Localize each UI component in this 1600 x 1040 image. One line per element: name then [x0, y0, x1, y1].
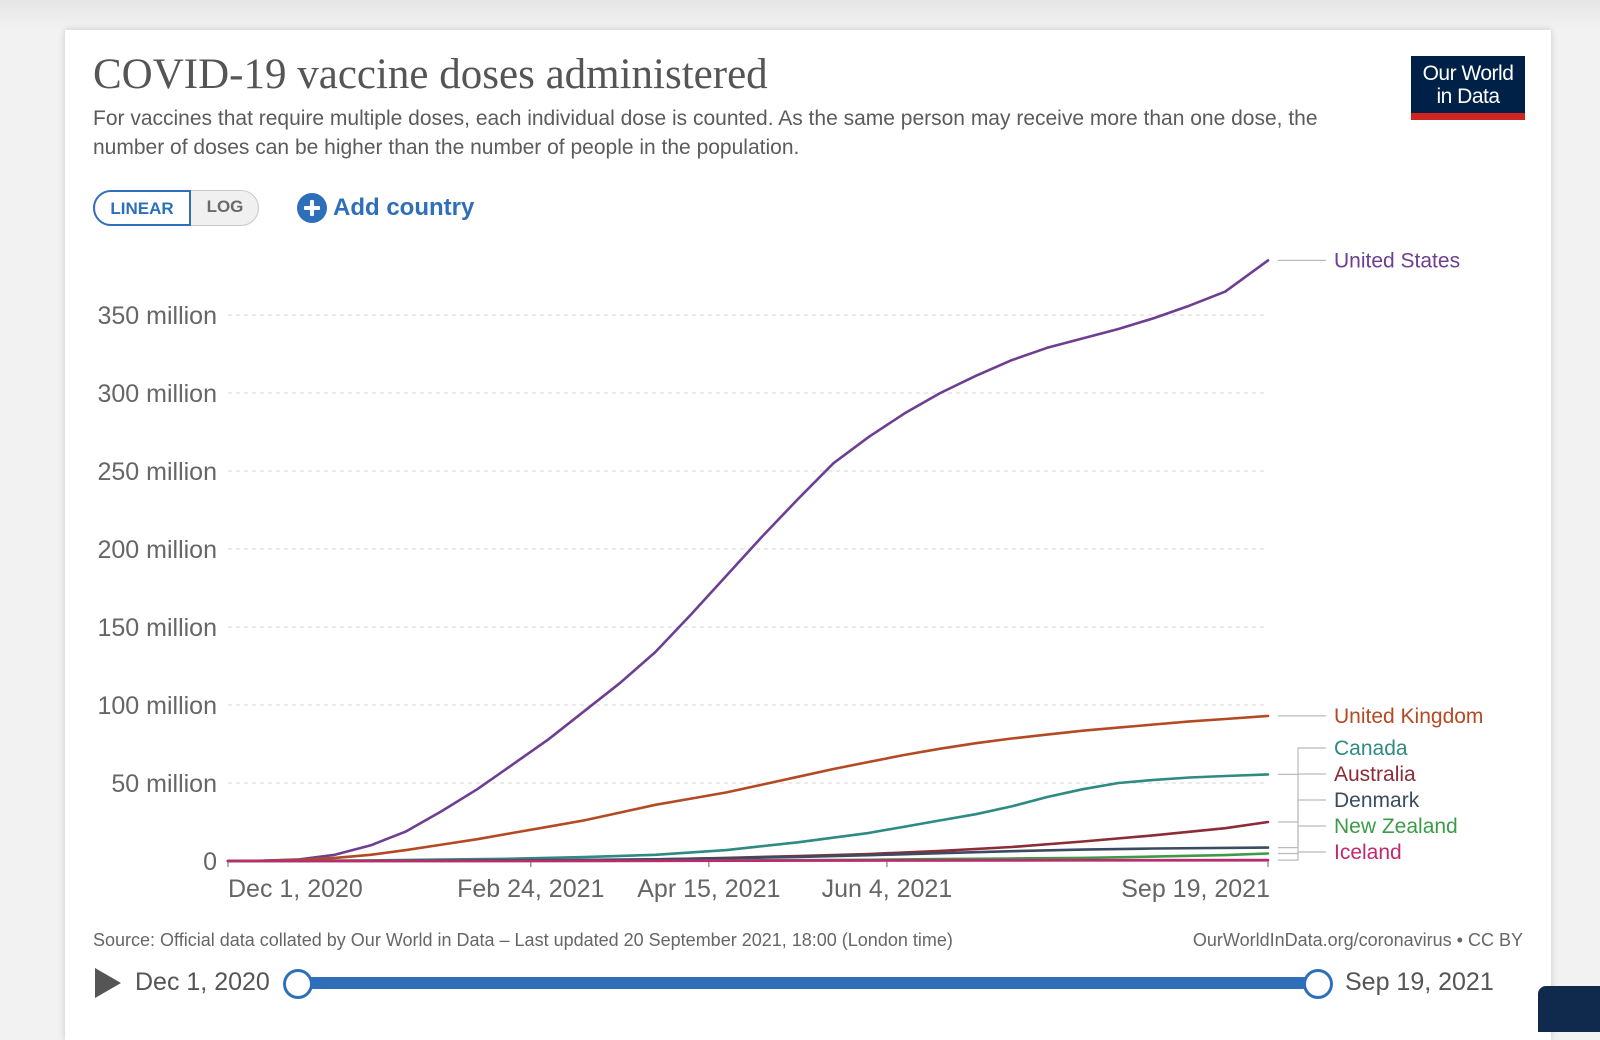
add-country-label: Add country: [333, 194, 475, 221]
log-scale-button[interactable]: LOG: [206, 197, 244, 216]
y-tick-label: 350 million: [97, 302, 217, 330]
timeline-start-handle[interactable]: [283, 969, 313, 999]
chart-card: COVID-19 vaccine doses administered For …: [65, 30, 1551, 1040]
play-icon[interactable]: [95, 968, 121, 998]
y-tick-label: 150 million: [97, 614, 217, 642]
timeline-start-label: Dec 1, 2020: [135, 968, 270, 996]
chart-title: COVID-19 vaccine doses administered: [93, 51, 768, 98]
x-tick-label: Sep 19, 2021: [1121, 875, 1270, 903]
chart-subtitle: For vaccines that require multiple doses…: [93, 107, 1318, 159]
source-url[interactable]: OurWorldInData.org/coronavirus • CC BY: [1192, 930, 1523, 950]
corner-widget[interactable]: [1538, 986, 1600, 1032]
y-tick-label: 50 million: [111, 770, 217, 798]
y-tick-label: 0: [203, 848, 217, 876]
y-tick-label: 200 million: [97, 536, 217, 564]
legend-label-united-states: United States: [1334, 249, 1460, 272]
y-tick-label: 100 million: [97, 692, 217, 720]
source-note: Source: Official data collated by Our Wo…: [93, 930, 953, 950]
add-country-button[interactable]: Add country: [297, 190, 474, 226]
legend-connector-canada: [1278, 747, 1326, 776]
line-chart: 0 50 million 100 million 150 million 200 mil…: [97, 249, 1483, 903]
legend-label-iceland: Iceland: [1334, 841, 1402, 864]
logo-line-2: in Data: [1436, 85, 1500, 108]
legend-label-australia: Australia: [1334, 763, 1416, 786]
y-tick-label: 250 million: [97, 458, 217, 486]
legend-label-new-zealand: New Zealand: [1334, 815, 1458, 838]
top-shade: [0, 0, 1600, 30]
series-line-united-states: [226, 259, 1270, 863]
timeline-end-handle[interactable]: [1303, 969, 1333, 999]
legend-connector-new-zealand: [1278, 825, 1326, 855]
legend-connector-denmark: [1278, 799, 1326, 849]
series-line-united-kingdom: [226, 714, 1270, 863]
legend-connector-iceland: [1278, 851, 1326, 861]
legend-label-denmark: Denmark: [1334, 789, 1420, 812]
scale-toggle: LINEAR LOG: [93, 190, 259, 226]
legend-label-united-kingdom: United Kingdom: [1334, 705, 1483, 728]
x-tick-label: Dec 1, 2020: [228, 875, 363, 903]
legend-label-canada: Canada: [1334, 737, 1408, 760]
logo-line-1: Our World: [1422, 62, 1514, 85]
series-line-australia: [226, 820, 1270, 863]
x-tick-label: Jun 4, 2021: [822, 875, 953, 903]
timeline-end-label: Sep 19, 2021: [1345, 968, 1494, 996]
timeline-track[interactable]: [297, 977, 1317, 989]
linear-scale-button[interactable]: LINEAR: [93, 190, 191, 226]
y-tick-label: 300 million: [97, 380, 217, 408]
series-line-iceland: [226, 858, 1270, 863]
plus-circle-icon: [297, 193, 327, 223]
x-tick-label: Feb 24, 2021: [457, 875, 604, 903]
x-tick-label: Apr 15, 2021: [637, 875, 780, 903]
owid-logo[interactable]: Our World in Data: [1411, 56, 1525, 120]
legend-connector-australia: [1278, 773, 1326, 823]
